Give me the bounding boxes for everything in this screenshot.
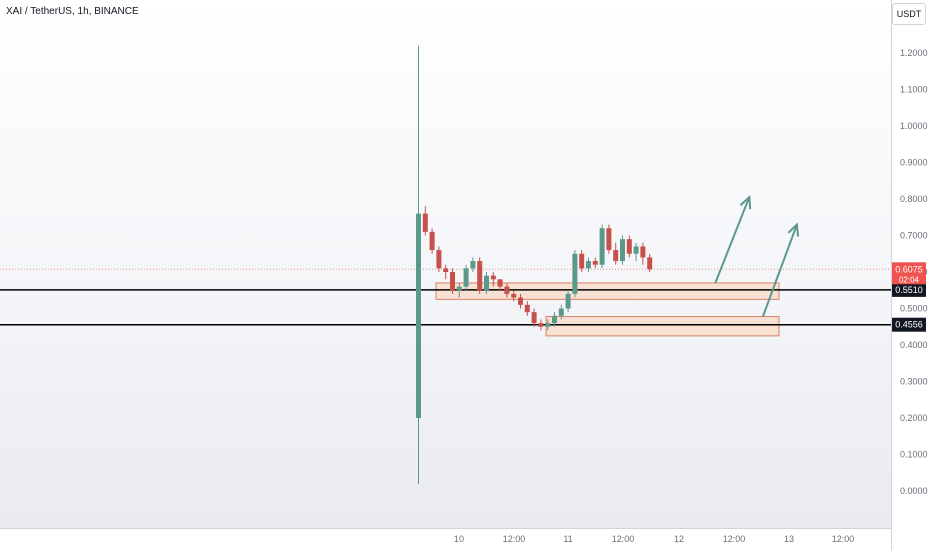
y-tick-label: 1.0000 — [900, 121, 928, 131]
time-axis[interactable] — [0, 528, 891, 551]
candle-body — [429, 231, 435, 251]
price-zone — [545, 316, 780, 337]
candle-body — [518, 297, 523, 305]
y-tick-label: 0.0000 — [900, 486, 928, 496]
candle-body — [647, 257, 653, 270]
x-tick-label: 12 — [674, 534, 684, 544]
candle-body — [456, 286, 462, 291]
y-tick-label: 0.9000 — [900, 158, 928, 168]
chart-title: XAI / TetherUS, 1h, BINANCE — [6, 6, 139, 17]
currency-button[interactable]: USDT — [892, 3, 926, 25]
level-price-label-bg — [892, 317, 926, 332]
candle-body — [633, 246, 639, 254]
x-tick-label: 10 — [454, 534, 464, 544]
bar-countdown-label: 02:04 — [899, 275, 920, 284]
candle-body — [572, 253, 578, 294]
candle-body — [477, 261, 483, 291]
y-tick-label: 0.4000 — [900, 340, 928, 350]
candle-body — [592, 261, 598, 265]
candle-body — [511, 293, 517, 298]
y-tick-label: 0.5000 — [900, 304, 928, 314]
candle-body — [470, 261, 476, 269]
candle-body — [626, 239, 632, 254]
x-tick-label: 12:00 — [832, 534, 855, 544]
candle-body — [422, 213, 428, 232]
candle-body — [436, 250, 442, 269]
y-tick-label: 0.1000 — [900, 450, 928, 460]
x-tick-label: 11 — [563, 534, 572, 544]
y-tick-label: 0.2000 — [900, 413, 928, 423]
candle-body — [579, 253, 585, 269]
candle-body — [545, 323, 551, 327]
level-price-label: 0.5510 — [895, 285, 923, 295]
x-tick-label: 12:00 — [503, 534, 526, 544]
y-tick-label: 0.7000 — [900, 231, 928, 241]
candle-body — [450, 272, 455, 291]
candle-body — [504, 286, 510, 294]
candle-body — [565, 293, 571, 309]
level-price-label-bg — [892, 282, 926, 297]
candle-body — [606, 228, 612, 251]
last-price-label: 0.6075 — [895, 264, 923, 274]
y-tick-label: 0.8000 — [900, 194, 928, 204]
candle-body — [538, 323, 544, 327]
trend-arrow — [761, 224, 798, 317]
y-tick-label: 1.1000 — [900, 85, 928, 95]
x-tick-label: 13 — [784, 534, 794, 544]
level-price-label: 0.4556 — [895, 320, 923, 330]
last-price-label-bg — [892, 262, 926, 285]
trend-arrow — [714, 196, 751, 284]
y-tick-label: 1.2000 — [900, 48, 928, 58]
candle-body — [552, 315, 557, 324]
price-zone — [435, 282, 780, 300]
candle-body — [497, 279, 503, 287]
arrow-head — [787, 222, 800, 237]
plot-area[interactable] — [0, 0, 891, 528]
candle-body — [558, 308, 564, 316]
candle-body — [416, 213, 421, 418]
y-tick-label: 0.3000 — [900, 377, 928, 387]
candle-body — [599, 228, 605, 265]
candle-body — [484, 275, 489, 291]
x-tick-label: 12:00 — [612, 534, 635, 544]
x-tick-label: 12:00 — [723, 534, 746, 544]
candle-body — [586, 261, 591, 269]
candle-body — [613, 250, 619, 262]
arrow-head — [739, 195, 752, 210]
candle-body — [524, 304, 530, 313]
candle-body — [531, 312, 537, 324]
candle-body — [640, 246, 646, 258]
candle-body — [620, 239, 625, 262]
candle-body — [443, 268, 449, 272]
candle-body — [463, 268, 469, 287]
candle-body — [490, 275, 496, 280]
